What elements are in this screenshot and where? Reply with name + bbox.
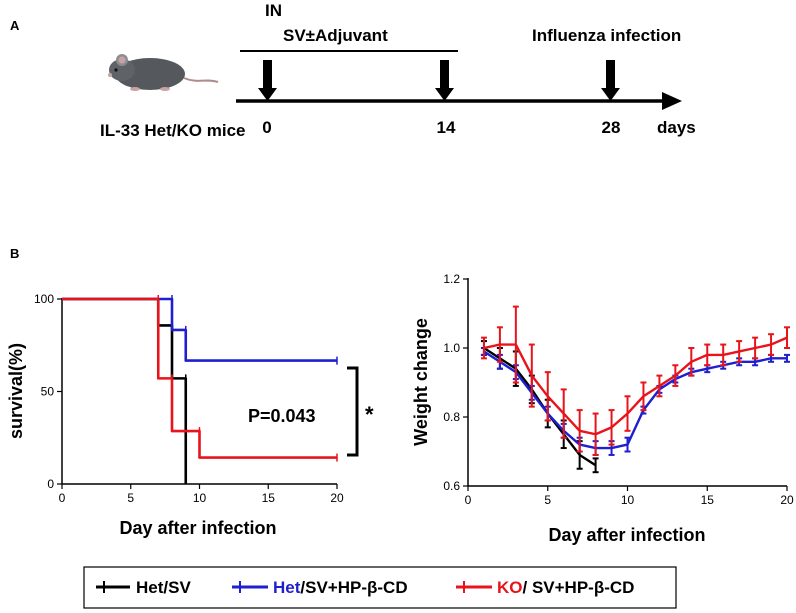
y-tick-label: 0.8 (443, 410, 460, 424)
y-tick-label: 1.2 (443, 272, 460, 286)
y-axis-title: survival(%) (6, 343, 26, 439)
y-tick-label: 1.0 (443, 341, 460, 355)
route-label: IN (265, 1, 282, 20)
legend-box (83, 566, 677, 609)
timeline-marker-day-28 (601, 60, 620, 101)
panel-a-label: A (10, 18, 20, 33)
legend: Het/SV Het/SV+HP-β-CD KO/ SV+HP-β-CD (83, 566, 677, 609)
mouse-icon (108, 54, 219, 91)
series-2 (480, 305, 790, 456)
significance-star: * (365, 402, 374, 427)
timeline-marker-day-0 (258, 60, 277, 101)
x-axis-title: Day after infection (119, 518, 276, 538)
legend-label: Het/SV+HP-β-CD (273, 578, 408, 597)
series-2 (62, 295, 338, 462)
treatment-label: SV±Adjuvant (283, 26, 388, 45)
series-line (483, 336, 788, 436)
series-line (62, 297, 337, 459)
subjects-label: IL-33 Het/KO mice (100, 121, 246, 140)
x-tick-label: 0 (59, 491, 66, 505)
timeline-unit-label: days (657, 118, 696, 137)
x-tick-label: 15 (701, 493, 715, 507)
legend-item-ko-hpbcd: KO/ SV+HP-β-CD (456, 578, 634, 597)
legend-label: Het/SV (136, 578, 191, 597)
y-tick-label: 50 (41, 385, 55, 399)
series-1 (62, 295, 338, 365)
series-line (62, 297, 337, 362)
y-tick-label: 0 (47, 477, 54, 491)
series-1 (480, 347, 790, 456)
weight-chart: 0 5 10 15 20 0.6 0.8 1.0 1.2 Day after infection… (411, 272, 794, 545)
x-tick-label: 0 (465, 493, 472, 507)
x-tick-label: 5 (127, 491, 134, 505)
y-tick-label: 100 (34, 292, 54, 306)
x-tick-label: 15 (262, 491, 276, 505)
x-tick-label: 20 (780, 493, 794, 507)
legend-item-het-hpbcd: Het/SV+HP-β-CD (232, 578, 408, 597)
x-tick-label: 20 (330, 491, 344, 505)
x-axis-title: Day after infection (548, 525, 705, 545)
y-tick-label: 0.6 (443, 479, 460, 493)
legend-label: KO/ SV+HP-β-CD (497, 578, 634, 597)
timeline-day-label: 14 (437, 118, 456, 137)
timeline-marker-day-14 (435, 60, 454, 101)
legend-item-het-sv: Het/SV (96, 578, 191, 597)
timeline-day-label: 28 (602, 118, 621, 137)
timeline-arrowhead (662, 92, 682, 110)
x-tick-label: 10 (193, 491, 207, 505)
y-axis-title: Weight change (411, 318, 431, 446)
survival-chart: 0 5 10 15 20 0 50 100 Day after infection survi… (6, 292, 344, 538)
x-tick-label: 5 (544, 493, 551, 507)
significance-bracket (347, 366, 359, 457)
x-tick-label: 10 (621, 493, 635, 507)
series-line (62, 297, 188, 484)
panel-b-label: B (10, 246, 19, 261)
challenge-label: Influenza infection (532, 26, 681, 45)
p-value-annotation: P=0.043 (248, 406, 316, 426)
series-0 (62, 295, 188, 484)
timeline-day-label: 0 (262, 118, 271, 137)
